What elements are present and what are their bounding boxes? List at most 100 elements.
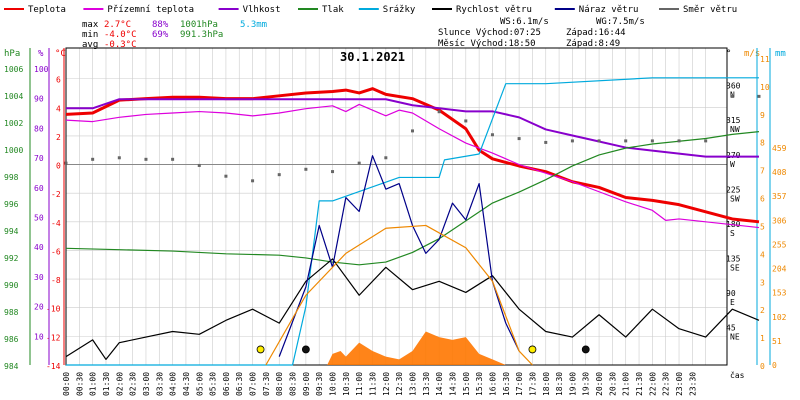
wind-dir-point (650, 139, 654, 143)
legend-label-tlak: Tlak (322, 5, 344, 15)
x-tick: 00:00 (62, 372, 71, 396)
pct-unit: % (38, 49, 44, 59)
series-teplota (65, 87, 760, 224)
pct-tick: 70 (34, 154, 44, 163)
mm-tick: 255 (772, 240, 787, 249)
pct-tick: 90 (34, 95, 44, 104)
mm-tick: 102 (772, 313, 787, 322)
x-tick: 13:30 (422, 372, 431, 396)
x-tick: 04:00 (169, 372, 178, 396)
ms-tick: 9 (760, 111, 765, 120)
x-tick: 08:30 (289, 372, 298, 396)
series-rychlost (65, 258, 760, 361)
wind-dir-point (384, 156, 388, 160)
series-vlhkost (66, 98, 759, 158)
sun-moon-marker (528, 345, 537, 354)
mm-unit: mm (775, 49, 786, 59)
mm-tick: 408 (772, 168, 787, 177)
wind-dir-point (624, 139, 628, 143)
deg-tick: 360 (726, 82, 741, 91)
deg-tick: 270 (726, 151, 741, 160)
ms-tick: 11 (760, 55, 770, 64)
deg-dir: S (730, 229, 735, 238)
x-tick: 06:30 (235, 372, 244, 396)
x-tick: 09:00 (302, 372, 311, 396)
x-tick: 18:30 (555, 372, 564, 396)
wind-dir-point (730, 94, 734, 98)
series-sun (265, 224, 533, 366)
stat-slunce-z: Západ:16:44 (566, 28, 626, 38)
ms-tick: 5 (760, 222, 765, 231)
ms-tick: 8 (760, 139, 765, 148)
hpa-tick: 1006 (4, 65, 23, 74)
hpa-tick: 994 (4, 227, 19, 236)
wind-dir-point (410, 129, 414, 133)
x-tick: 08:00 (275, 372, 284, 396)
c-tick: -14 (46, 362, 61, 371)
x-tick: 15:30 (475, 372, 484, 396)
ms-tick: 4 (760, 250, 765, 259)
wind-dir-point (464, 119, 468, 123)
c-tick: -10 (46, 305, 61, 314)
hpa-tick: 1002 (4, 119, 23, 128)
wind-dir-point (544, 140, 548, 144)
hpa-tick: 998 (4, 173, 19, 182)
c-tick: -12 (46, 333, 61, 342)
deg-tick: 135 (726, 254, 741, 263)
wind-dir-point (144, 157, 148, 161)
ms-unit: m/s (744, 49, 760, 59)
pct-tick: 30 (34, 273, 44, 282)
wind-dir-point (437, 110, 441, 114)
ms-tick: 0 (760, 362, 765, 371)
legend-label-vlhkost: Vlhkost (243, 5, 281, 15)
ms-tick: 6 (760, 195, 765, 204)
series-srazky (66, 77, 759, 366)
legend-label-rychlost: Rychlost větru (456, 5, 532, 15)
x-tick: 17:30 (528, 372, 537, 396)
wind-dir-point (224, 174, 228, 178)
wind-dir-point (357, 161, 361, 165)
wind-dir-point (304, 167, 308, 171)
x-tick: 20:30 (608, 372, 617, 396)
pct-tick: 10 (34, 332, 44, 341)
stat-max-t: 2.7°C (104, 20, 131, 30)
wind-dir-point (117, 156, 121, 160)
x-tick: 14:30 (448, 372, 457, 396)
x-tick: 23:00 (675, 372, 684, 396)
deg-dir: W (730, 160, 735, 169)
x-tick: 18:00 (542, 372, 551, 396)
stat-slunce: Slunce Východ:07:25 (438, 28, 541, 38)
hpa-unit: hPa (4, 49, 20, 59)
pct-tick: 60 (34, 184, 44, 193)
pct-tick: 80 (34, 124, 44, 133)
mm-tick: 459 (772, 144, 787, 153)
sun-moon-marker (256, 345, 265, 354)
x-tick: 14:00 (435, 372, 444, 396)
mm-tick: 357 (772, 192, 787, 201)
legend-label-naraz: Náraz větru (579, 5, 639, 15)
x-tick: 10:30 (342, 372, 351, 396)
legend-label-teplota: Teplota (28, 5, 66, 15)
stat-min-label: min (82, 30, 98, 40)
legend-label-smer: Směr větru (683, 5, 737, 15)
c-unit: °C (55, 49, 66, 59)
x-tick: 17:00 (515, 372, 524, 396)
x-tick: 11:30 (369, 372, 378, 396)
wind-dir-point (517, 137, 521, 141)
stat-min-p: 991.3hPa (180, 30, 223, 40)
c-tick: -2 (51, 190, 61, 199)
x-tick: 23:30 (688, 372, 697, 396)
x-tick: 03:00 (142, 372, 151, 396)
hpa-tick: 1004 (4, 92, 23, 101)
x-tick: 20:00 (595, 372, 604, 396)
x-tick: 07:30 (262, 372, 271, 396)
c-tick: -6 (51, 247, 61, 256)
c-tick: 6 (56, 76, 61, 85)
wind-dir-point (570, 139, 574, 143)
mm-tick: 306 (772, 216, 787, 225)
hpa-tick: 986 (4, 335, 19, 344)
wind-dir-point (331, 170, 335, 174)
wind-dir-point (91, 157, 95, 161)
c-tick: 0 (56, 162, 61, 171)
